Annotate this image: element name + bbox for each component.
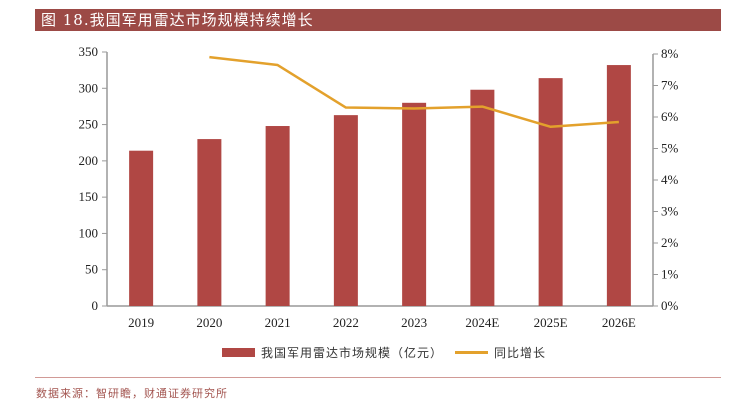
bar-2021 <box>265 126 290 306</box>
right-tick-label: 7% <box>661 78 679 93</box>
source-note: 数据来源：智研瞻，财通证券研究所 <box>36 387 228 400</box>
right-tick-label: 0% <box>661 298 679 313</box>
x-tick-label: 2026E <box>602 315 636 330</box>
legend-bar-label: 我国军用雷达市场规模（亿元） <box>261 345 444 360</box>
right-tick-label: 1% <box>661 267 679 282</box>
bar-2023 <box>402 102 427 306</box>
bar-2020 <box>197 139 222 306</box>
x-tick-label: 2021 <box>265 315 291 330</box>
footer-divider <box>35 377 721 378</box>
left-tick-label: 150 <box>79 189 99 204</box>
x-tick-label: 2020 <box>196 315 222 330</box>
x-tick-label: 2024E <box>465 315 499 330</box>
bar-2022 <box>333 115 358 306</box>
right-tick-label: 6% <box>661 109 679 124</box>
left-tick-label: 100 <box>79 225 99 240</box>
growth-line <box>209 55 619 129</box>
left-tick-label: 200 <box>79 153 99 168</box>
x-tick-label: 2023 <box>401 315 427 330</box>
bar-2025E <box>538 78 563 306</box>
right-tick-label: 4% <box>661 172 679 187</box>
x-tick-label: 2022 <box>333 315 359 330</box>
legend-line-label: 同比增长 <box>494 345 547 360</box>
tick-labels: 0 50 100 150 200 250 300 350 0% 1% 2% 3% 4% 5% 6% 7% 8% 2… <box>79 44 679 330</box>
right-tick-label: 2% <box>661 235 679 250</box>
legend: 我国军用雷达市场规模（亿元） 同比增长 <box>222 344 546 360</box>
left-tick-label: 50 <box>85 262 98 277</box>
left-tick-label: 250 <box>79 117 99 132</box>
left-tick-label: 350 <box>79 44 99 59</box>
legend-line-swatch <box>455 350 489 354</box>
bar-2026E <box>606 65 631 306</box>
x-tick-label: 2019 <box>128 315 154 330</box>
left-tick-label: 300 <box>79 80 99 95</box>
bar-2024E <box>470 89 495 306</box>
right-tick-label: 5% <box>661 141 679 156</box>
bar-2019 <box>129 150 154 306</box>
x-tick-label: 2025E <box>534 315 568 330</box>
left-tick-label: 0 <box>92 298 99 313</box>
axes <box>102 51 658 307</box>
legend-bar-swatch <box>222 347 255 357</box>
right-tick-label: 3% <box>661 204 679 219</box>
bars <box>129 65 631 306</box>
right-tick-label: 8% <box>661 46 679 61</box>
chart-title: 图 18.我国军用雷达市场规模持续增长 <box>35 9 721 31</box>
